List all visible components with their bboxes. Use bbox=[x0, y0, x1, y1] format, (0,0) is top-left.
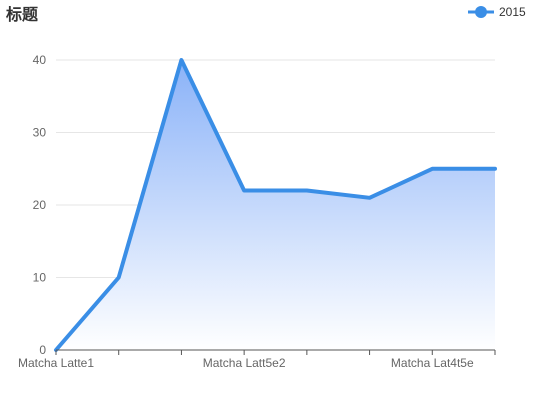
y-tick-label-4: 40 bbox=[33, 53, 47, 67]
y-tick-label-0: 0 bbox=[39, 343, 46, 357]
legend[interactable]: 2015 bbox=[468, 5, 526, 19]
y-tick-label-1: 10 bbox=[33, 271, 47, 285]
legend-label: 2015 bbox=[499, 5, 526, 19]
y-tick-label-2: 20 bbox=[33, 198, 47, 212]
y-tick-label-3: 30 bbox=[33, 126, 47, 140]
x-axis-ticks bbox=[55, 350, 496, 355]
x-tick-label-3: Matcha Latt5e2 bbox=[203, 356, 286, 370]
x-axis-labels: Matcha Latte1 Matcha Latt5e2 Matcha Lat4t5… bbox=[18, 356, 474, 370]
legend-marker bbox=[475, 6, 487, 18]
chart-title: 标题 bbox=[5, 5, 39, 24]
x-tick-label-0: Matcha Latte1 bbox=[18, 356, 94, 370]
x-tick-label-6: Matcha Lat4t5e bbox=[391, 356, 474, 370]
series-line bbox=[54, 58, 497, 352]
series-area bbox=[56, 60, 495, 350]
y-axis-labels: 0 10 20 30 40 bbox=[33, 53, 47, 357]
